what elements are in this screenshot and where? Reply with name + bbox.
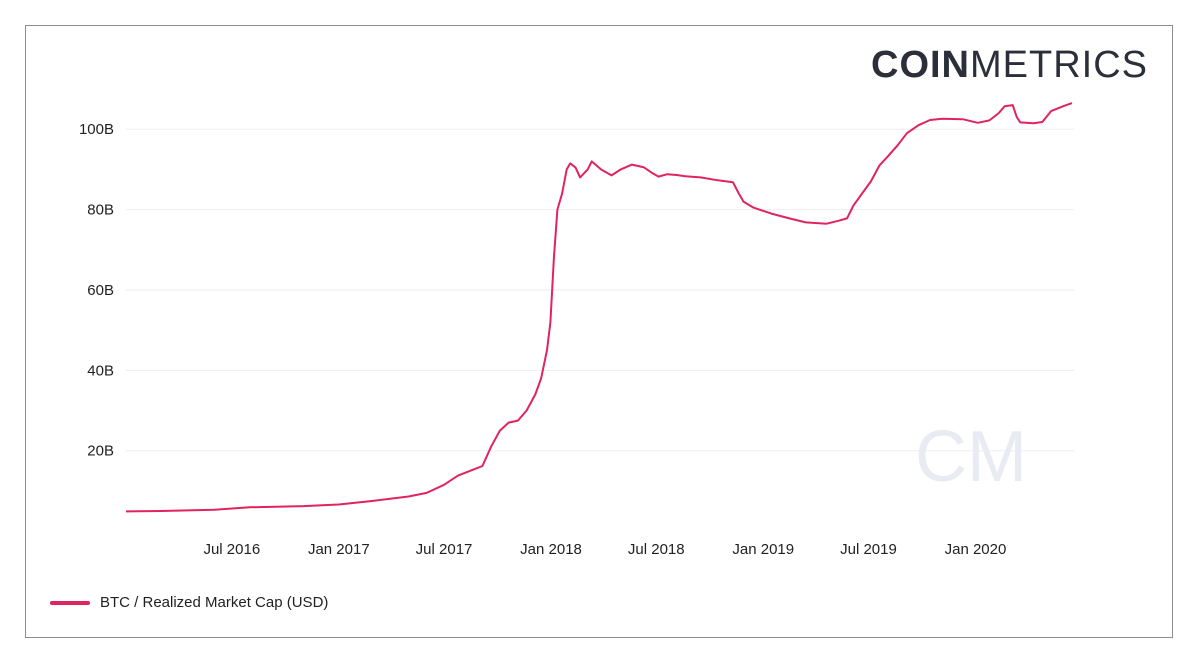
x-tick-label: Jan 2019 xyxy=(732,541,794,558)
y-tick-label: 60B xyxy=(87,282,114,299)
grid-lines xyxy=(126,128,1074,452)
logo-part-coin: COIN xyxy=(871,44,970,86)
x-tick-label: Jan 2018 xyxy=(520,541,582,558)
chart-frame: COINMETRICS CM 20B 40B 60B 80B 100B Jul 2016… xyxy=(25,25,1173,638)
legend: BTC / Realized Market Cap (USD) xyxy=(50,594,328,611)
cm-watermark: CM xyxy=(915,417,1027,497)
y-tick-label: 80B xyxy=(87,202,114,219)
legend-swatch xyxy=(50,600,90,605)
y-axis-ticks: 20B 40B 60B 80B 100B xyxy=(79,121,114,459)
y-tick-label: 20B xyxy=(87,443,114,460)
y-tick-label: 100B xyxy=(79,121,114,138)
x-tick-label: Jan 2017 xyxy=(308,541,370,558)
legend-label: BTC / Realized Market Cap (USD) xyxy=(100,594,329,611)
logo-part-metrics: METRICS xyxy=(970,44,1148,86)
x-tick-label: Jul 2018 xyxy=(628,541,685,558)
watermark-text: CM xyxy=(915,417,1027,497)
x-tick-label: Jul 2016 xyxy=(203,541,260,558)
x-tick-label: Jan 2020 xyxy=(945,541,1007,558)
y-tick-label: 40B xyxy=(87,362,114,379)
x-axis-ticks: Jul 2016 Jan 2017 Jul 2017 Jan 2018 Jul 2018… xyxy=(203,541,1006,558)
x-tick-label: Jul 2017 xyxy=(416,541,473,558)
x-tick-label: Jul 2019 xyxy=(840,541,897,558)
series-line-btc-realized-cap xyxy=(125,102,1073,513)
coinmetrics-logo: COINMETRICS xyxy=(871,44,1148,87)
